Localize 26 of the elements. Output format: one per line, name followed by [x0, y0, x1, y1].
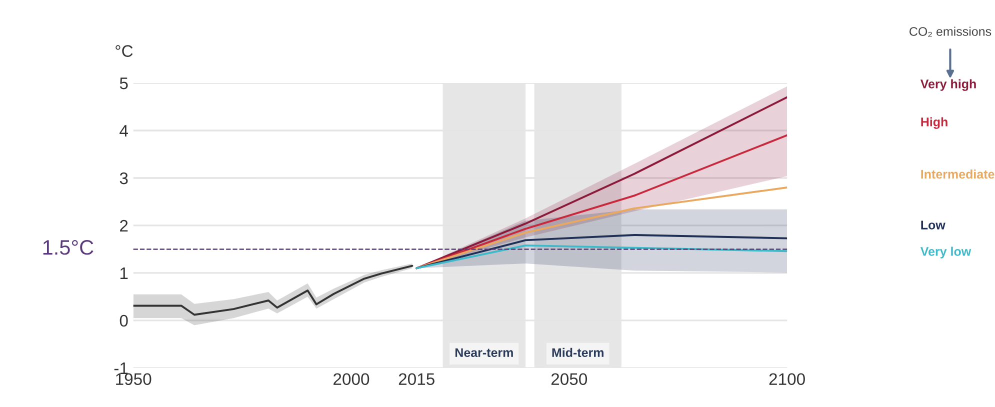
- x-tick-label: 2015: [398, 373, 434, 386]
- y-axis-title: °C: [116, 45, 133, 57]
- text: Intermediate: [921, 169, 994, 179]
- line-series: [416, 244, 788, 270]
- y-tick-label: 2: [120, 220, 128, 232]
- y-tick-label: 5: [120, 78, 128, 90]
- text: Very low: [920, 246, 972, 258]
- line-series: [133, 264, 414, 316]
- legend-title: CO₂ emissions: [910, 26, 992, 37]
- x-tick-label: 2000: [334, 373, 370, 386]
- y-tick-label: 3: [120, 172, 128, 184]
- line-series: [416, 234, 788, 270]
- x-tick-label: 2100: [769, 373, 805, 386]
- x-tick-label: 1950: [116, 373, 152, 386]
- y-tick-label: 0: [120, 314, 128, 327]
- band-label: Mid-term: [552, 348, 604, 358]
- text: Low: [921, 220, 946, 230]
- ref-line-label: 1.5°C: [43, 240, 94, 255]
- y-tick-label: -1: [114, 362, 128, 374]
- line-series: [416, 186, 788, 270]
- y-tick-label: 4: [120, 125, 128, 137]
- text: High: [921, 117, 948, 129]
- y-tick-label: 1: [120, 268, 128, 279]
- x-tick-label: 2050: [551, 373, 588, 386]
- text: Very high: [920, 79, 976, 91]
- band-label: Near-term: [455, 348, 513, 358]
